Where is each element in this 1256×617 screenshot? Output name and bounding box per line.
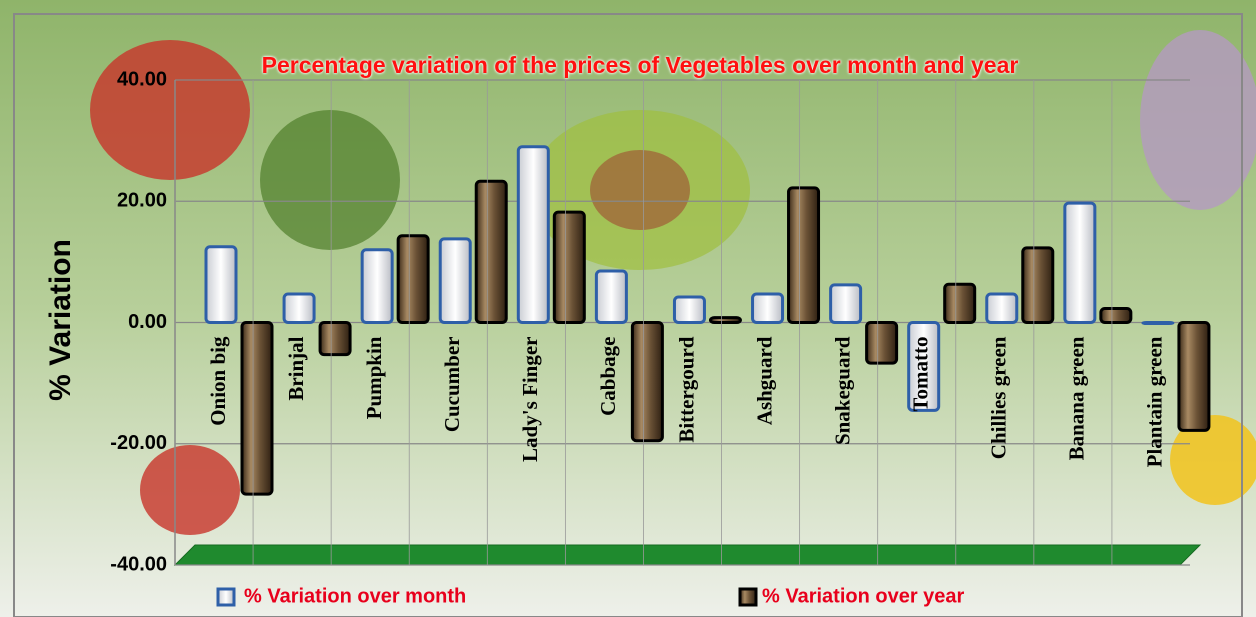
bar <box>1099 307 1133 324</box>
y-tick-label: 0.00 <box>128 311 167 333</box>
y-tick-label: 40.00 <box>117 68 167 90</box>
legend-swatch <box>738 587 758 607</box>
x-tick-label: Lady's Finger <box>518 337 542 462</box>
decor-broccoli <box>260 110 400 250</box>
bar <box>1141 321 1175 325</box>
chart-title: Percentage variation of the prices of Ve… <box>261 52 1019 78</box>
floor <box>173 544 1202 566</box>
bar <box>360 248 394 324</box>
x-tick-label: Bittergourd <box>674 336 698 442</box>
x-tick-label: Banana green <box>1065 336 1089 460</box>
bar <box>552 210 586 325</box>
bar <box>829 283 863 325</box>
bar <box>282 292 316 325</box>
bar <box>787 186 821 324</box>
y-tick-label: -20.00 <box>110 432 167 454</box>
bar <box>943 282 977 324</box>
bar <box>907 321 941 412</box>
bar <box>985 292 1019 325</box>
legend-label: % Variation over year <box>762 585 965 607</box>
y-tick-label: 20.00 <box>117 190 167 212</box>
bar <box>1177 321 1211 432</box>
y-tick-label: -40.00 <box>110 553 167 575</box>
bar <box>204 245 238 324</box>
decor-cauliflower <box>1140 30 1256 210</box>
decor-seed <box>590 150 690 230</box>
bar <box>1063 201 1097 325</box>
x-tick-label: Cabbage <box>596 337 620 416</box>
decor-tomato-yellow <box>1170 415 1256 505</box>
bar <box>594 269 628 324</box>
bar <box>865 321 899 365</box>
x-tick-label: Ashguard <box>752 336 776 425</box>
x-tick-label: Brinjal <box>284 336 308 400</box>
bar <box>672 295 706 325</box>
bar <box>240 321 274 496</box>
y-axis-title: % Variation <box>44 239 77 401</box>
x-tick-label: Chillies green <box>987 336 1011 459</box>
bar <box>318 321 352 357</box>
x-tick-label: Onion big <box>206 336 230 426</box>
legend-label: % Variation over month <box>244 585 466 607</box>
x-tick-label: Cucumber <box>440 337 464 433</box>
bar <box>396 234 430 324</box>
bar <box>438 237 472 324</box>
decor-tomato <box>90 40 250 180</box>
bar <box>751 292 785 325</box>
bar <box>708 316 742 324</box>
bar <box>516 145 550 324</box>
legend-swatch <box>216 587 236 607</box>
bar <box>474 179 508 324</box>
x-tick-label: Tomatto <box>909 337 933 412</box>
bar <box>630 321 664 443</box>
decor-tomato-small <box>140 445 240 535</box>
bar <box>1021 246 1055 324</box>
x-tick-label: Plantain green <box>1143 336 1167 467</box>
x-tick-label: Snakeguard <box>830 336 854 445</box>
x-tick-label: Pumpkin <box>362 336 386 419</box>
frame <box>13 13 1243 617</box>
